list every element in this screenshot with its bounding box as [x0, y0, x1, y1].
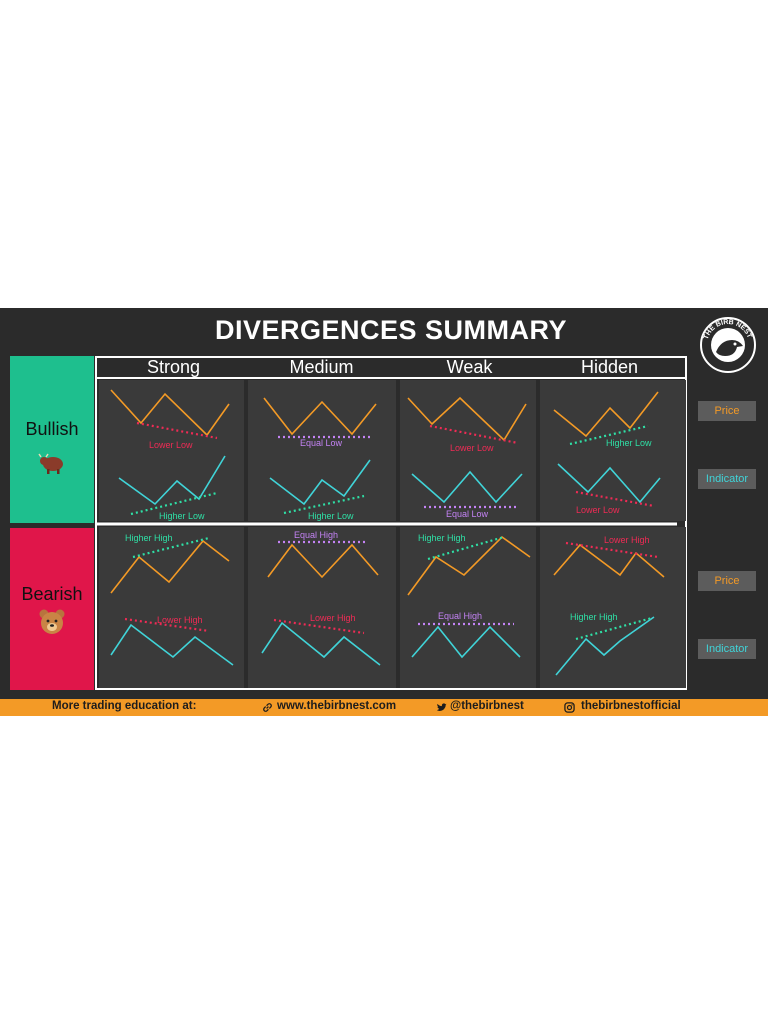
twitter-icon [436, 703, 447, 711]
bearish-label-box: Bearish [10, 528, 94, 690]
indicator-label: Lower Low [576, 505, 620, 515]
indicator-label: Equal High [438, 611, 482, 621]
price-label: Lower High [604, 535, 650, 545]
column-header-hidden: Hidden [580, 357, 639, 377]
column-header-weak: Weak [446, 357, 493, 377]
side-label-indicator-bullish: Indicator [698, 469, 756, 489]
diagram-bullish-strong: Lower Low Higher Low [110, 389, 230, 521]
footer-bar: More trading education at: www.thebirbne… [0, 699, 768, 716]
instagram-icon [564, 702, 575, 713]
diagram-bullish-medium: Equal Low Higher Low [263, 397, 377, 521]
diagram-bearish-weak: Higher High Equal High [407, 533, 531, 659]
side-label-indicator-bearish: Indicator [698, 639, 756, 659]
cell-bullish-strong: Lower Low Higher Low [99, 380, 244, 521]
cell-bullish-hidden: Higher Low Lower Low [540, 380, 686, 521]
cell-bearish-medium: Equal High Lower High [248, 527, 396, 688]
price-label: Higher Low [606, 438, 652, 448]
side-label-price-bullish: Price [698, 401, 756, 421]
page-title: DIVERGENCES SUMMARY [214, 315, 568, 345]
cell-bearish-weak: Higher High Equal High [400, 527, 536, 688]
birb-nest-logo: THE BIRB NEST [700, 317, 756, 373]
bullish-label: Bullish [25, 419, 79, 439]
price-label: Lower Low [450, 443, 494, 453]
footer-website-link[interactable]: www.thebirbnest.com [277, 700, 397, 712]
footer-instagram-link[interactable]: thebirbnestofficial [581, 700, 681, 712]
cell-bearish-hidden: Lower High Higher High [540, 527, 686, 688]
bull-icon [38, 453, 63, 474]
cell-bullish-medium: Equal Low Higher Low [248, 380, 396, 521]
indicator-label: Higher Low [159, 511, 205, 521]
indicator-label: Higher Low [308, 511, 354, 521]
price-label: Higher High [125, 533, 173, 543]
diagram-bearish-medium: Equal High Lower High [261, 530, 381, 666]
grid-frame [95, 356, 687, 690]
price-label: Higher High [418, 533, 466, 543]
price-label: Lower Low [149, 440, 193, 450]
price-label: Equal Low [300, 438, 343, 448]
bearish-label: Bearish [21, 584, 83, 604]
link-icon [263, 703, 272, 712]
side-label-price-bearish: Price [698, 571, 756, 591]
footer-twitter-link[interactable]: @thebirbnest [450, 700, 524, 712]
indicator-label: Lower High [157, 615, 203, 625]
diagram-bullish-weak: Lower Low Equal Low [407, 396, 527, 519]
diagram-bearish-strong: Higher High Lower High [110, 533, 234, 666]
footer-lead-text: More trading education at: [52, 700, 197, 712]
column-header-medium: Medium [289, 357, 354, 377]
bullish-label-box: Bullish [10, 356, 94, 523]
diagram-bullish-hidden: Higher Low Lower Low [553, 391, 661, 515]
column-header-strong: Strong [146, 357, 201, 377]
bear-icon [39, 609, 65, 634]
price-label: Equal High [294, 530, 338, 540]
cell-bearish-strong: Higher High Lower High [99, 527, 244, 688]
indicator-label: Equal Low [446, 509, 489, 519]
diagram-bearish-hidden: Lower High Higher High [553, 535, 665, 676]
cell-bullish-weak: Lower Low Equal Low [400, 380, 536, 521]
indicator-label: Lower High [310, 613, 356, 623]
indicator-label: Higher High [570, 612, 618, 622]
